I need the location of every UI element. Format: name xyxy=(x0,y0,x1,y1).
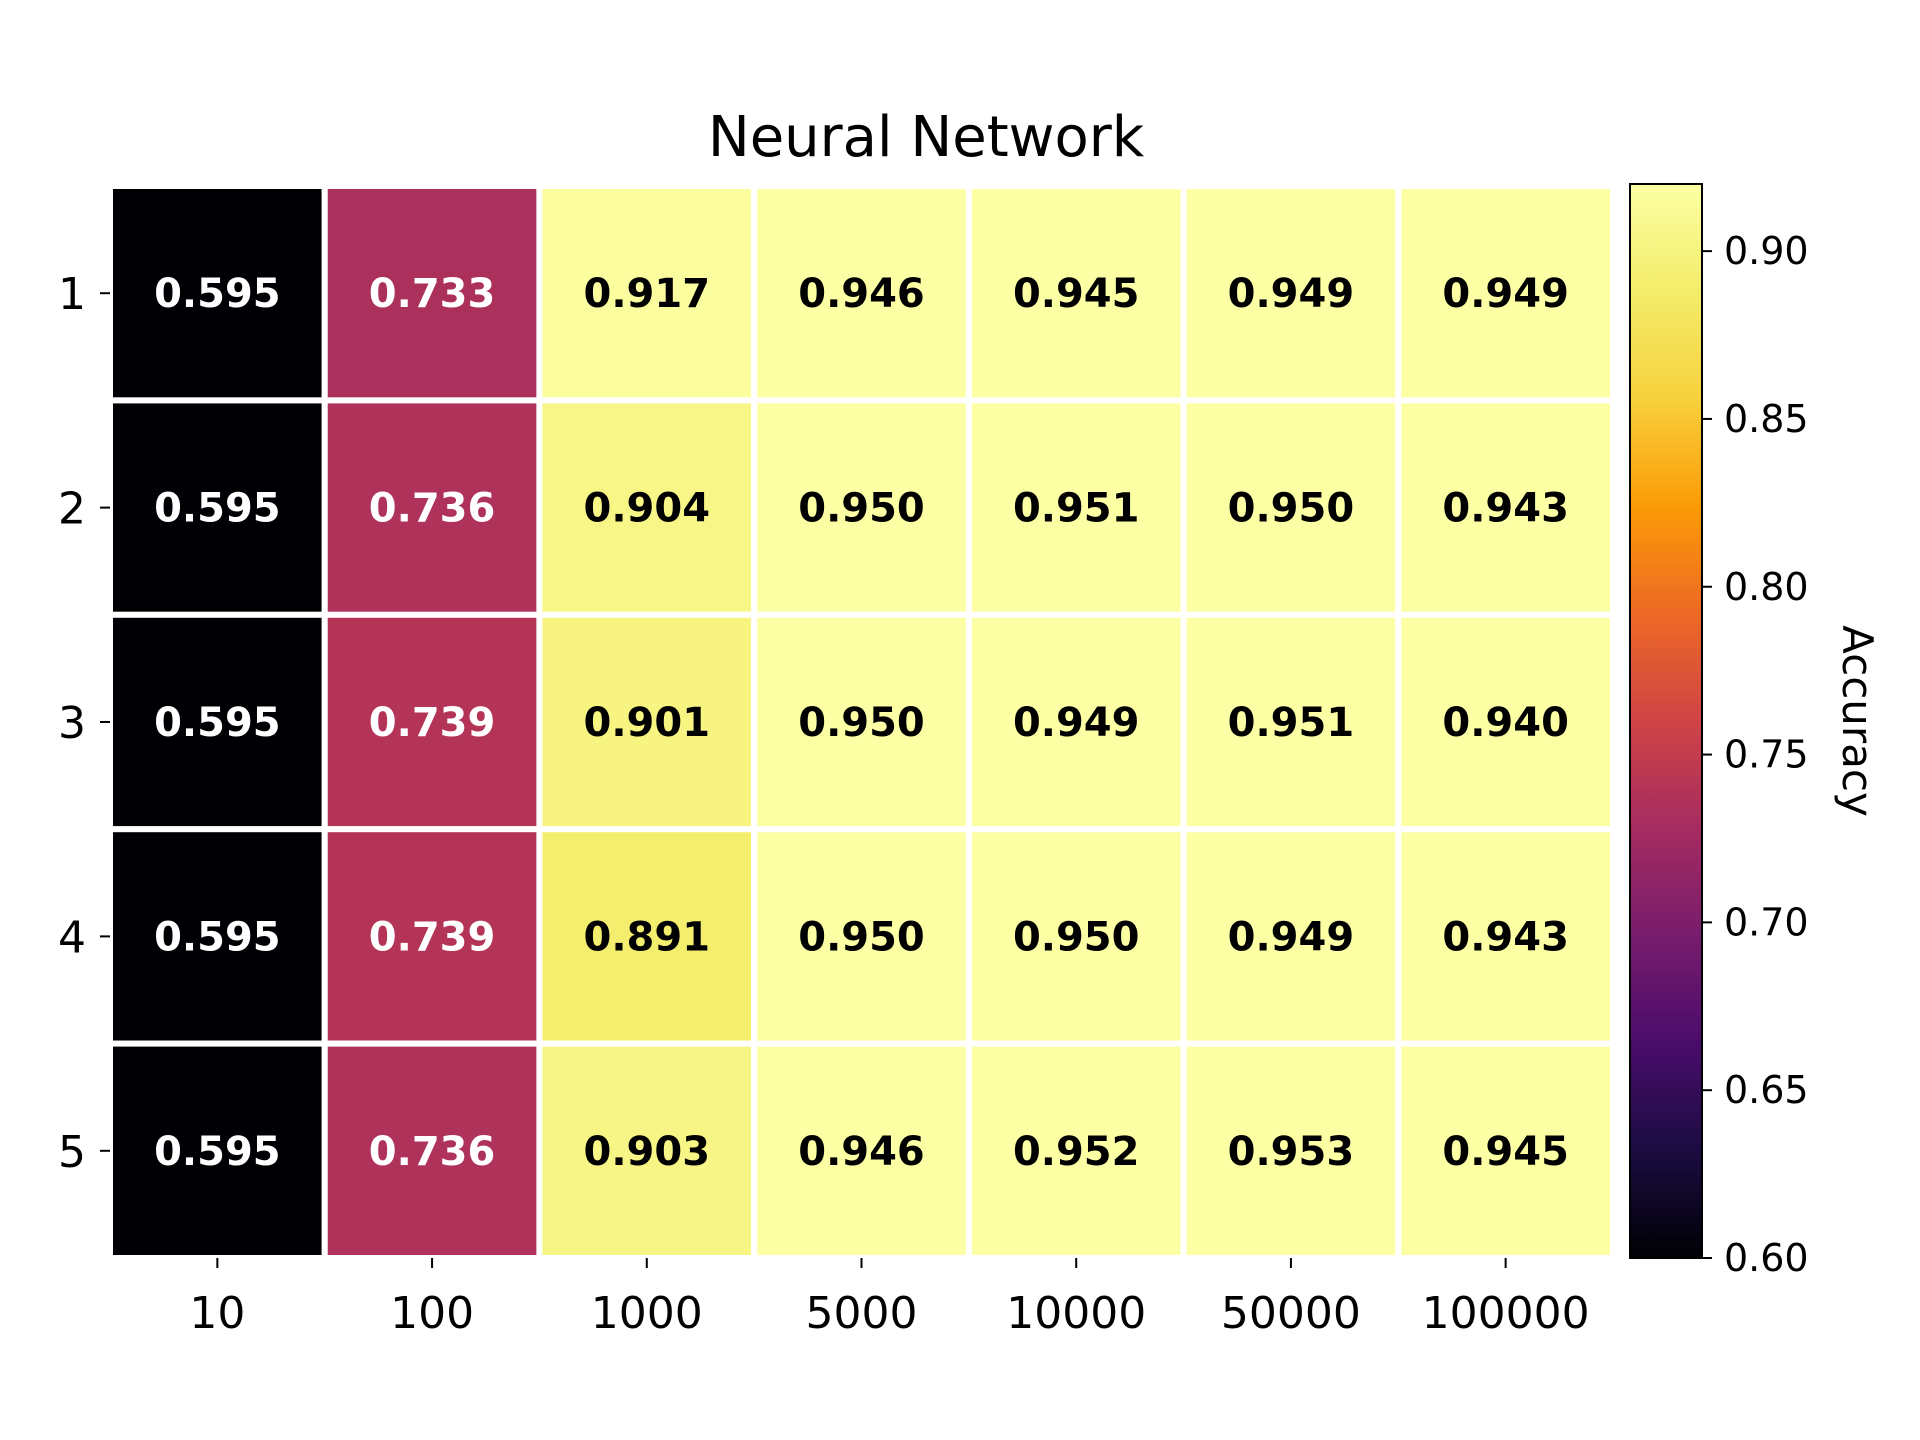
colorbar-label: Accuracy xyxy=(1833,625,1882,817)
colorbar-tick-label: 0.60 xyxy=(1724,1236,1809,1280)
cell-value-label: 0.950 xyxy=(798,486,925,532)
cell-value-label: 0.951 xyxy=(1013,486,1140,532)
cell-value-label: 0.949 xyxy=(1442,271,1569,317)
heatmap-cell xyxy=(965,611,1187,833)
heatmap-cell xyxy=(536,611,758,833)
cell-value-label: 0.595 xyxy=(154,700,281,746)
y-tick-label: 4 xyxy=(58,912,86,963)
cell-value-label: 0.950 xyxy=(1013,914,1140,960)
x-tick-label: 50000 xyxy=(1221,1288,1361,1339)
cell-value-label: 0.952 xyxy=(1013,1129,1140,1175)
x-tick-label: 1000 xyxy=(591,1288,703,1339)
cell-value-label: 0.950 xyxy=(798,700,925,746)
heatmap-cell xyxy=(751,611,972,833)
cell-value-label: 0.891 xyxy=(584,914,711,960)
cell-value-label: 0.949 xyxy=(1228,271,1355,317)
cell-value-label: 0.736 xyxy=(369,1129,496,1175)
heatmap-cell xyxy=(536,1040,758,1261)
cell-value-label: 0.739 xyxy=(369,914,496,960)
cell-value-label: 0.903 xyxy=(584,1129,711,1175)
y-tick-label: 1 xyxy=(58,269,86,320)
cell-value-label: 0.950 xyxy=(798,914,925,960)
cell-value-label: 0.945 xyxy=(1442,1129,1569,1175)
colorbar-ticks: 0.60 0.65 0.70 0.75 0.80 0.85 0.90 xyxy=(1702,229,1809,1280)
x-tick-label: 10000 xyxy=(1006,1288,1146,1339)
cell-value-label: 0.904 xyxy=(584,486,711,532)
cell-value-label: 0.733 xyxy=(369,271,496,317)
x-axis: 10 100 1000 5000 10000 50000 100000 xyxy=(189,1258,1590,1339)
cell-value-label: 0.945 xyxy=(1013,271,1140,317)
y-axis: 1 2 3 4 5 xyxy=(58,269,110,1178)
heatmap-cell xyxy=(1180,611,1402,833)
heatmap-cells: 0.595 0.733 0.917 0.946 0.945 0.949 0.949 0.595… xyxy=(107,183,1617,1261)
cell-value-label: 0.736 xyxy=(369,486,496,532)
colorbar-tick-label: 0.75 xyxy=(1724,733,1809,777)
heatmap-cell xyxy=(107,826,328,1047)
heatmap-cell xyxy=(965,397,1187,618)
cell-value-label: 0.940 xyxy=(1442,700,1569,746)
x-tick-label: 100000 xyxy=(1422,1288,1590,1339)
cell-value-label: 0.595 xyxy=(154,914,281,960)
colorbar-tick-label: 0.70 xyxy=(1724,900,1809,944)
cell-value-label: 0.946 xyxy=(798,271,925,317)
x-tick-label: 10 xyxy=(189,1288,245,1339)
heatmap-cell xyxy=(1395,611,1617,833)
heatmap-cell xyxy=(1395,826,1617,1047)
colorbar-tick-label: 0.90 xyxy=(1724,229,1809,273)
cell-value-label: 0.953 xyxy=(1228,1129,1355,1175)
cell-value-label: 0.595 xyxy=(154,1129,281,1175)
y-tick-label: 3 xyxy=(58,698,86,749)
x-tick-label: 5000 xyxy=(806,1288,918,1339)
colorbar-tick-label: 0.65 xyxy=(1724,1068,1809,1112)
cell-value-label: 0.595 xyxy=(154,271,281,317)
heatmap-cell xyxy=(1395,397,1617,618)
cell-value-label: 0.949 xyxy=(1228,914,1355,960)
heatmap-cell xyxy=(536,397,758,618)
cell-value-label: 0.943 xyxy=(1442,914,1569,960)
cell-value-label: 0.949 xyxy=(1013,700,1140,746)
colorbar: 0.60 0.65 0.70 0.75 0.80 0.85 0.90 Accuracy xyxy=(1629,183,1882,1280)
chart-title: Neural Network xyxy=(708,105,1145,170)
heatmap-cell xyxy=(1180,826,1402,1047)
colorbar-tick-label: 0.85 xyxy=(1724,397,1809,441)
heatmap-cell xyxy=(1180,183,1402,404)
heatmap-cell xyxy=(321,826,543,1047)
cell-value-label: 0.739 xyxy=(369,700,496,746)
heatmap-cell xyxy=(107,1040,328,1261)
cell-value-label: 0.946 xyxy=(798,1129,925,1175)
cell-value-label: 0.950 xyxy=(1228,486,1355,532)
y-tick-label: 5 xyxy=(58,1127,86,1178)
cell-value-label: 0.901 xyxy=(584,700,711,746)
cell-value-label: 0.951 xyxy=(1228,700,1355,746)
colorbar-tick-label: 0.80 xyxy=(1724,565,1809,609)
colorbar-gradient xyxy=(1629,183,1703,1259)
heatmap-cell xyxy=(321,611,543,833)
cell-value-label: 0.943 xyxy=(1442,486,1569,532)
x-tick-label: 100 xyxy=(390,1288,474,1339)
cell-value-label: 0.595 xyxy=(154,486,281,532)
heatmap-cell xyxy=(321,183,543,404)
y-tick-label: 2 xyxy=(58,484,86,535)
cell-value-label: 0.917 xyxy=(584,271,711,317)
